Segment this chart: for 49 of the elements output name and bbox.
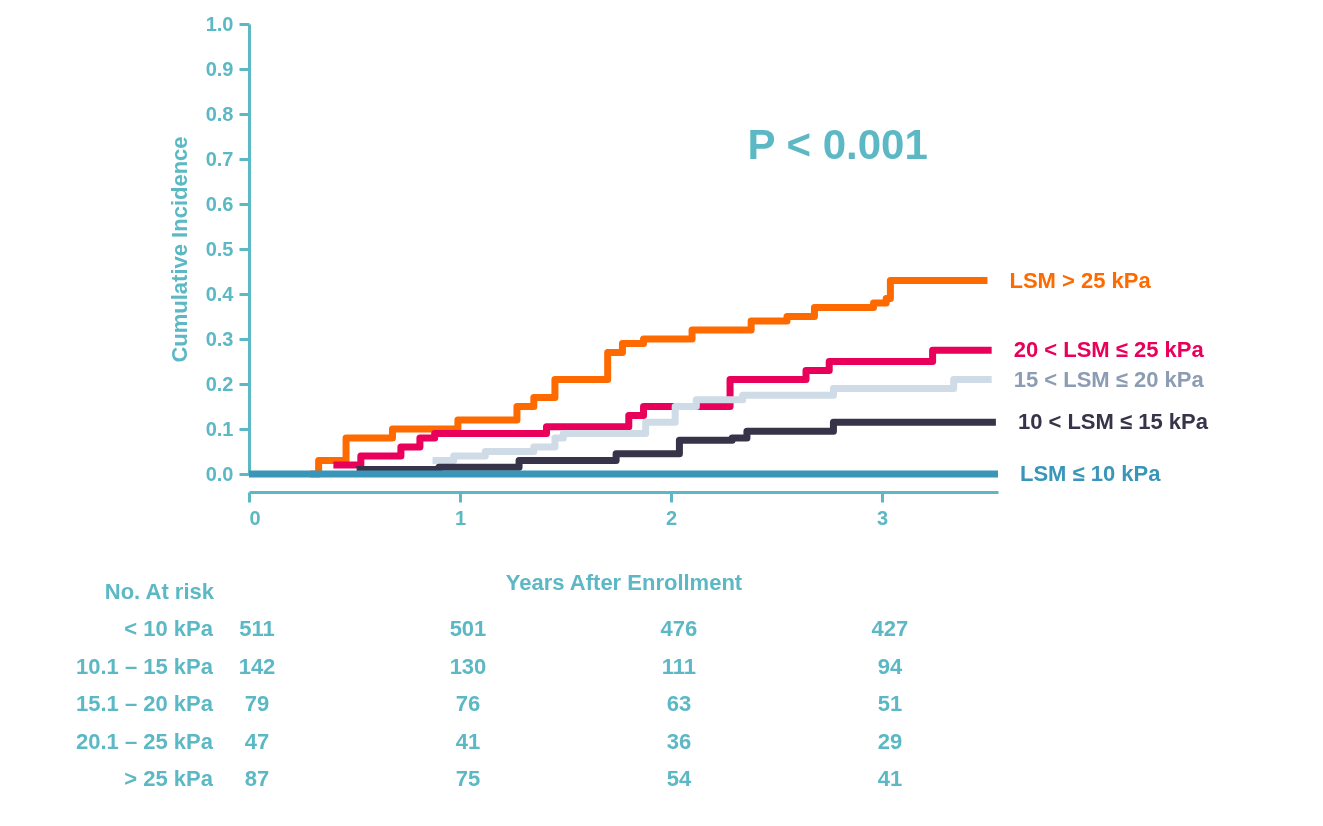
text: 87 [244, 766, 270, 791]
text: 427 [871, 616, 909, 641]
y-tick-label: 0.1 [205, 417, 234, 440]
y-tick-label: 0.2 [205, 372, 234, 395]
text: No. At risk [104, 579, 215, 604]
y-tick-label: 0.4 [205, 282, 235, 305]
text: 20.1 – 25 kPa [75, 728, 214, 754]
x-tick-label: 1 [454, 506, 467, 529]
series-label: 15 < LSM ≤ 20 kPa [1013, 366, 1205, 392]
text: 47 [244, 728, 270, 754]
text: 36 [666, 728, 692, 754]
y-tick-label: 0.7 [205, 147, 234, 170]
text: 130 [449, 653, 487, 679]
y-tick-label: 0.0 [205, 462, 234, 485]
y-tick-label: 0.3 [205, 327, 234, 350]
y-tick-label: 0.6 [205, 192, 234, 215]
x-axis-title: Years After Enrollment [505, 569, 743, 595]
series-label: 10 < LSM ≤ 15 kPa [1017, 409, 1209, 435]
text: 501 [449, 616, 487, 641]
y-tick-label: 1.0 [205, 12, 234, 35]
text: 15.1 – 20 kPa [75, 691, 214, 716]
text: 476 [660, 616, 698, 641]
text: 41 [455, 728, 481, 754]
text: 41 [877, 766, 903, 791]
text: 76 [455, 691, 481, 716]
text: 10.1 – 15 kPa [75, 653, 214, 679]
series-label: 20 < LSM ≤ 25 kPa [1013, 337, 1205, 363]
x-tick-label: 0 [249, 506, 261, 529]
text: 111 [661, 653, 697, 679]
x-tick-label: 3 [876, 506, 889, 529]
text: 51 [877, 691, 903, 716]
series-label: LSM > 25 kPa [1009, 267, 1152, 293]
y-tick-label: 0.9 [205, 57, 234, 80]
text: 54 [666, 766, 692, 791]
y-tick-label: 0.5 [205, 237, 234, 260]
text: 29 [877, 728, 903, 754]
text: < 10 kPa [124, 616, 214, 641]
annotation: P < 0.001 [747, 120, 928, 168]
text: 79 [244, 691, 270, 716]
text: > 25 kPa [124, 766, 214, 791]
y-tick-label: 0.8 [205, 102, 234, 125]
x-tick-label: 2 [665, 506, 678, 529]
text: 63 [666, 691, 692, 716]
y-axis-title: Cumulative Incidence [166, 136, 192, 363]
series-label: LSM ≤ 10 kPa [1020, 461, 1162, 486]
text: 511 [239, 616, 275, 641]
text: 75 [455, 766, 481, 791]
text: 94 [877, 653, 903, 679]
text: 142 [238, 653, 276, 679]
